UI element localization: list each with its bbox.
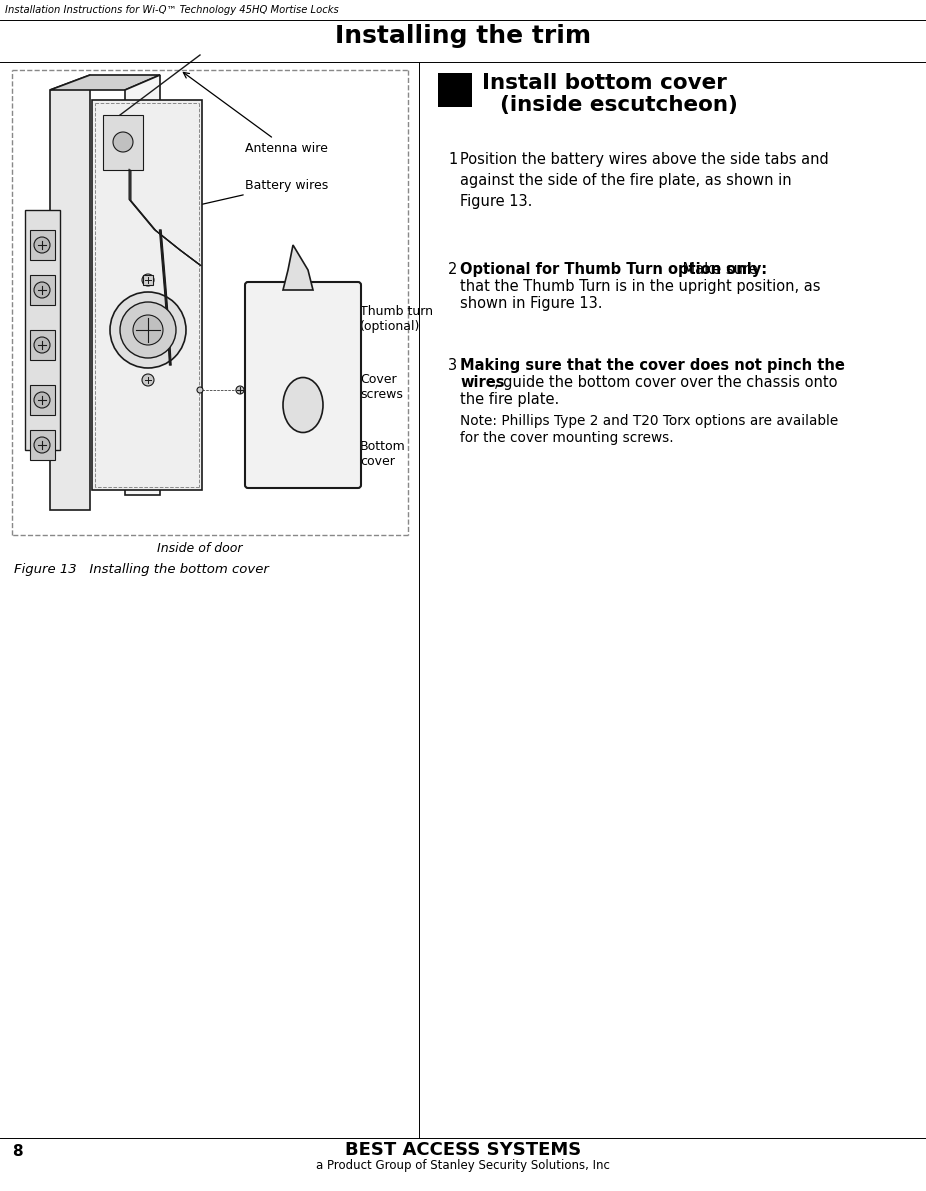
Circle shape xyxy=(113,132,133,152)
Text: (inside escutcheon): (inside escutcheon) xyxy=(500,95,738,116)
Text: Note: Phillips Type 2 and T20 Torx options are available: Note: Phillips Type 2 and T20 Torx optio… xyxy=(460,414,838,428)
Text: (optional): (optional) xyxy=(360,320,420,333)
Text: Installing the trim: Installing the trim xyxy=(335,24,591,48)
Bar xyxy=(438,73,472,107)
Text: 3: 3 xyxy=(448,358,457,373)
FancyBboxPatch shape xyxy=(245,282,361,488)
Text: Cover: Cover xyxy=(360,373,396,386)
Text: the fire plate.: the fire plate. xyxy=(460,392,559,407)
Circle shape xyxy=(197,387,203,393)
Polygon shape xyxy=(283,245,313,289)
Text: Optional for Thumb Turn option only:: Optional for Thumb Turn option only: xyxy=(460,262,767,278)
Circle shape xyxy=(110,292,186,368)
Bar xyxy=(30,275,55,305)
Polygon shape xyxy=(50,75,160,91)
Text: wires: wires xyxy=(460,375,505,389)
Bar xyxy=(103,116,143,170)
Circle shape xyxy=(133,314,163,345)
Text: Antenna wire: Antenna wire xyxy=(183,73,328,155)
Text: Battery wires: Battery wires xyxy=(159,179,328,216)
Bar xyxy=(30,385,55,414)
Text: screws: screws xyxy=(360,388,403,401)
Text: 1: 1 xyxy=(448,152,457,167)
Bar xyxy=(143,275,153,285)
Text: Thumb turn: Thumb turn xyxy=(360,305,433,318)
Bar xyxy=(92,100,202,490)
Text: Install bottom cover: Install bottom cover xyxy=(482,73,727,93)
Text: 2: 2 xyxy=(448,262,457,278)
Polygon shape xyxy=(125,75,160,495)
Text: Installation Instructions for Wi-Q™ Technology 45HQ Mortise Locks: Installation Instructions for Wi-Q™ Tech… xyxy=(5,5,339,15)
Circle shape xyxy=(34,237,50,252)
Circle shape xyxy=(236,386,244,394)
Text: Figure 13   Installing the bottom cover: Figure 13 Installing the bottom cover xyxy=(14,563,269,576)
Text: 8: 8 xyxy=(12,1145,22,1160)
Text: a Product Group of Stanley Security Solutions, Inc: a Product Group of Stanley Security Solu… xyxy=(316,1160,610,1172)
Ellipse shape xyxy=(283,378,323,432)
Text: Bottom: Bottom xyxy=(360,439,406,453)
Text: Position the battery wires above the side tabs and
against the side of the fire : Position the battery wires above the sid… xyxy=(460,152,829,208)
Circle shape xyxy=(142,274,154,286)
Text: Making sure that the cover does not pinch the: Making sure that the cover does not pinc… xyxy=(460,358,845,373)
Text: 14: 14 xyxy=(441,80,469,100)
Bar xyxy=(248,285,358,485)
Circle shape xyxy=(34,437,50,453)
Text: Make sure: Make sure xyxy=(678,262,757,278)
Text: shown in Figure 13.: shown in Figure 13. xyxy=(460,297,603,311)
Bar xyxy=(25,210,60,450)
Circle shape xyxy=(34,282,50,298)
Text: that the Thumb Turn is in the upright position, as: that the Thumb Turn is in the upright po… xyxy=(460,279,820,294)
Circle shape xyxy=(34,337,50,353)
Polygon shape xyxy=(50,75,90,510)
Circle shape xyxy=(34,392,50,409)
Text: Inside of door: Inside of door xyxy=(157,542,243,555)
Bar xyxy=(30,430,55,460)
Bar xyxy=(30,230,55,260)
Text: BEST ACCESS SYSTEMS: BEST ACCESS SYSTEMS xyxy=(344,1141,582,1159)
Text: cover: cover xyxy=(360,455,394,468)
Text: for the cover mounting screws.: for the cover mounting screws. xyxy=(460,431,673,445)
Bar xyxy=(30,330,55,360)
Circle shape xyxy=(142,374,154,386)
Text: , guide the bottom cover over the chassis onto: , guide the bottom cover over the chassi… xyxy=(494,375,837,389)
Circle shape xyxy=(120,303,176,358)
